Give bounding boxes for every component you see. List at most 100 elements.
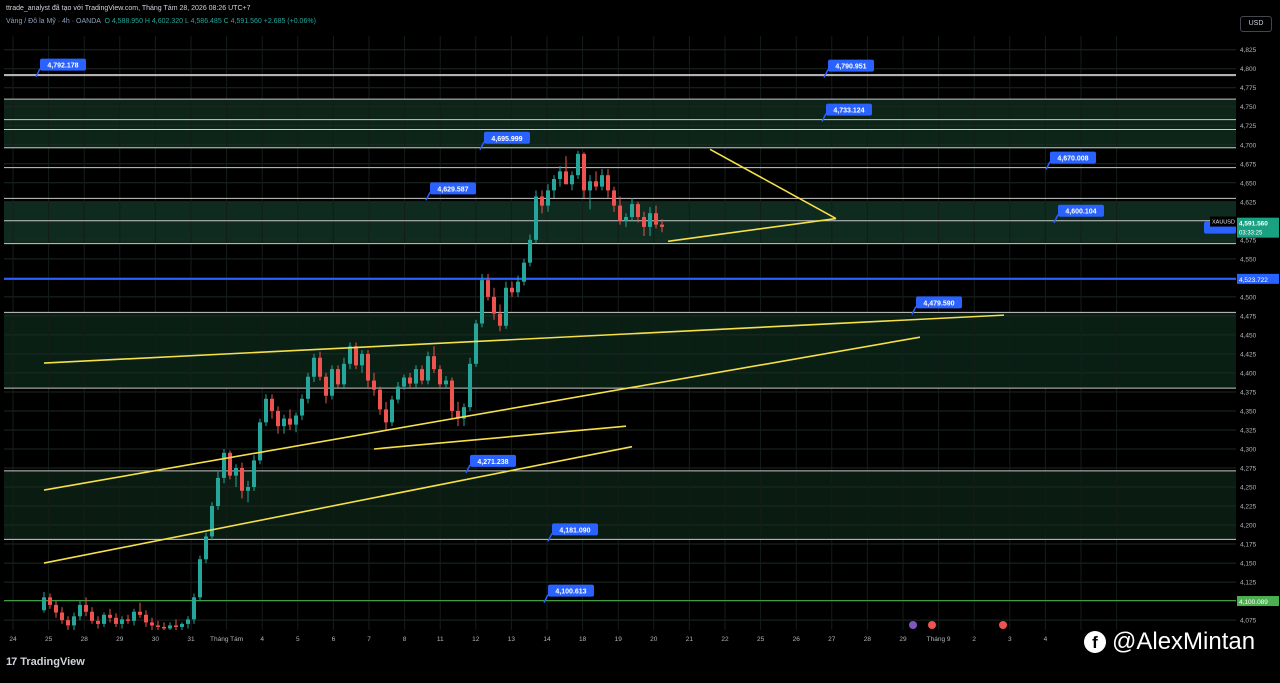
candle-body[interactable] [492,296,496,314]
event-marker-icon[interactable] [909,621,917,629]
candle-body[interactable] [90,611,94,621]
level-callout[interactable] [1058,204,1104,217]
level-callout[interactable] [826,103,872,116]
candle-body[interactable] [396,386,400,400]
candle-body[interactable] [84,604,88,612]
candle-body[interactable] [588,181,592,191]
candle-body[interactable] [654,213,658,225]
candle-body[interactable] [486,280,490,297]
candle-body[interactable] [252,460,256,488]
candle-body[interactable] [276,410,280,427]
candle-body[interactable] [210,506,214,537]
candle-body[interactable] [48,597,52,605]
candle-body[interactable] [138,611,142,615]
candle-body[interactable] [516,281,520,293]
candle-body[interactable] [150,622,154,626]
flag-event-icon[interactable] [928,621,936,629]
candle-body[interactable] [456,410,460,419]
level-callout[interactable] [828,59,874,72]
candle-body[interactable] [522,262,526,282]
candle-body[interactable] [96,620,100,624]
candle-body[interactable] [510,287,514,293]
candle-body[interactable] [564,171,568,185]
candle-body[interactable] [132,611,136,621]
level-callout[interactable] [40,58,86,71]
candle-body[interactable] [660,224,664,227]
candle-body[interactable] [192,597,196,620]
level-callout[interactable] [916,296,962,309]
candle-body[interactable] [468,363,472,408]
candle-body[interactable] [570,175,574,185]
candle-body[interactable] [336,369,340,385]
candle-body[interactable] [636,204,640,218]
candle-body[interactable] [174,625,178,627]
candle-body[interactable] [114,617,118,624]
candle-body[interactable] [198,559,202,598]
candle-body[interactable] [300,398,304,416]
candle-body[interactable] [390,399,394,423]
candle-body[interactable] [42,597,46,611]
candle-body[interactable] [450,380,454,411]
candle-body[interactable] [264,398,268,423]
candle-body[interactable] [618,205,622,221]
candle-body[interactable] [324,376,328,396]
candle-body[interactable] [282,418,286,427]
level-callout[interactable] [430,182,476,195]
candle-body[interactable] [444,380,448,385]
candle-body[interactable] [60,612,64,621]
candle-body[interactable] [432,356,436,370]
level-callout[interactable] [1050,151,1096,164]
candle-body[interactable] [354,346,358,366]
candle-body[interactable] [66,620,70,626]
candle-body[interactable] [360,353,364,366]
candle-body[interactable] [246,487,250,491]
candle-body[interactable] [216,477,220,507]
level-callout[interactable] [548,584,594,597]
candle-body[interactable] [642,217,646,227]
candle-body[interactable] [330,369,334,396]
candle-body[interactable] [180,623,184,627]
candle-body[interactable] [102,614,106,624]
candle-body[interactable] [288,418,292,425]
candle-body[interactable] [222,452,226,478]
candle-body[interactable] [534,196,538,240]
candle-body[interactable] [108,614,112,618]
candle-body[interactable] [420,369,424,381]
candle-body[interactable] [234,468,238,476]
candle-body[interactable] [630,204,634,218]
candle-body[interactable] [540,196,544,206]
candle-body[interactable] [600,175,604,187]
candle-body[interactable] [408,377,412,384]
candle-body[interactable] [414,369,418,384]
trendline[interactable] [43,445,633,564]
trendline[interactable] [43,336,921,491]
trendline[interactable] [373,425,627,450]
candle-body[interactable] [168,625,172,629]
flag-event-icon[interactable] [999,621,1007,629]
candle-body[interactable] [480,280,484,324]
currency-selector[interactable]: USD [1240,16,1272,32]
candle-body[interactable] [438,369,442,385]
candle-body[interactable] [270,398,274,411]
trendline[interactable] [43,314,1005,364]
trendline[interactable] [709,148,837,220]
candle-body[interactable] [72,616,76,626]
candle-body[interactable] [576,153,580,176]
candle-body[interactable] [348,346,352,364]
candle-body[interactable] [318,357,322,377]
candle-body[interactable] [156,625,160,627]
candle-body[interactable] [294,415,298,425]
candle-body[interactable] [120,619,124,624]
candle-body[interactable] [204,536,208,560]
candle-body[interactable] [162,626,166,629]
level-callout[interactable] [484,131,530,144]
candle-body[interactable] [378,389,382,410]
candle-body[interactable] [366,353,370,381]
candle-body[interactable] [426,356,430,381]
candle-body[interactable] [312,357,316,377]
candle-body[interactable] [648,213,652,227]
candle-body[interactable] [624,217,628,221]
candle-body[interactable] [54,604,58,613]
